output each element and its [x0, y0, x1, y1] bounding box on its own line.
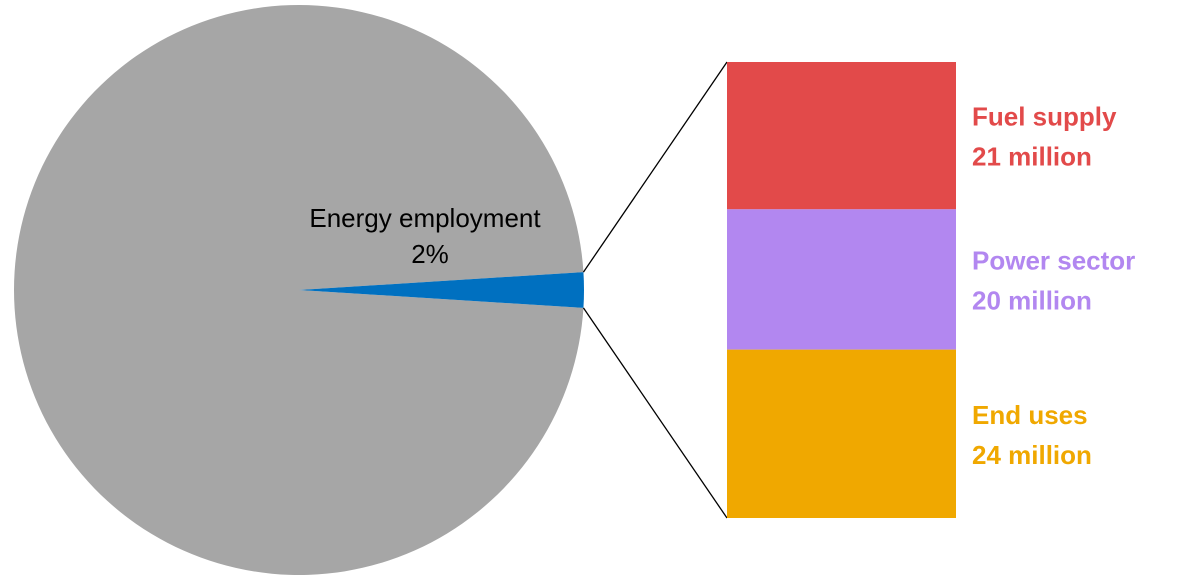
- segment-value-label: 20 million: [972, 285, 1092, 315]
- breakdown-bar: [727, 62, 956, 518]
- segment-name-label: Power sector: [972, 245, 1135, 275]
- connector-line-top: [582, 61, 728, 273]
- pie-slice-other: [14, 4, 584, 576]
- segment-name-label: Fuel supply: [972, 102, 1117, 132]
- segment-name-label: End uses: [972, 400, 1088, 430]
- bar-segment-power-sector: [727, 209, 956, 350]
- connector-line-bottom: [582, 307, 728, 519]
- segment-value-label: 24 million: [972, 440, 1092, 470]
- pie-chart: [14, 4, 585, 576]
- bar-segment-fuel-supply: [727, 62, 956, 210]
- pie-slice-percent-label: 2%: [411, 239, 449, 269]
- chart-labels: Energy employment 2% Fuel supply 21 milli…: [309, 102, 1135, 470]
- pie-slice-label: Energy employment: [309, 203, 541, 233]
- bar-segment-end-uses: [727, 349, 956, 518]
- pie-slice-energy-employment: [299, 272, 585, 308]
- segment-value-label: 21 million: [972, 142, 1092, 172]
- connector-lines: [582, 61, 728, 519]
